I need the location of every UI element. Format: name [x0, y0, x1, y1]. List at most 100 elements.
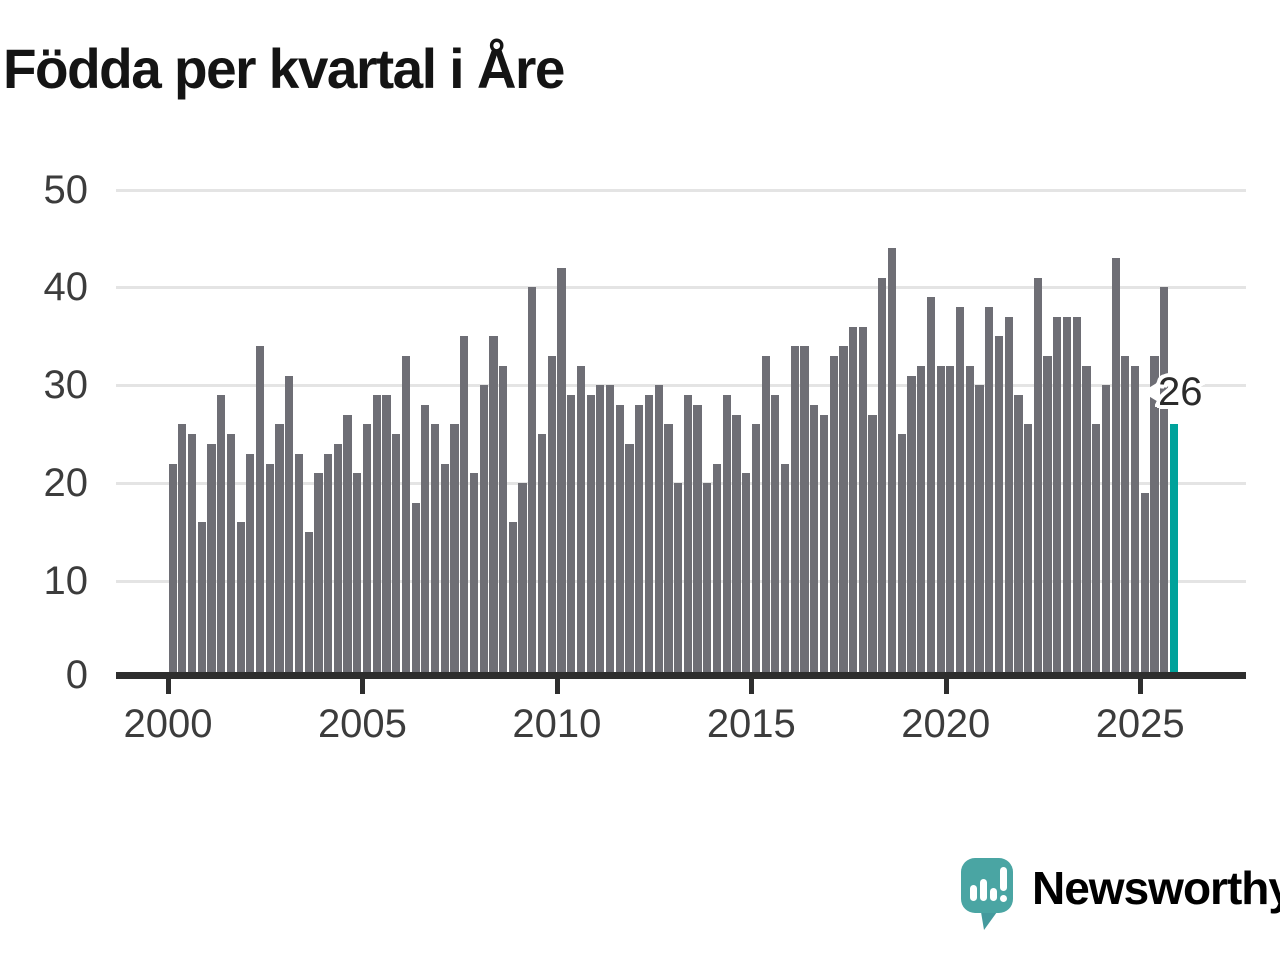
bar-2009Q3 [537, 434, 547, 678]
bar-2013Q3 [693, 404, 702, 678]
bar-2013Q4 [703, 483, 712, 678]
newsworthy-logo-icon [961, 858, 1013, 930]
bar-2013Q2 [683, 395, 692, 678]
bar-2013Q1 [674, 483, 683, 678]
bar-2012Q2 [644, 395, 654, 678]
bar-2007Q4 [469, 473, 479, 678]
gridline-y-30 [116, 384, 1246, 387]
bar-2015Q2 [761, 355, 770, 678]
latest-value-annotation: 26 [1158, 370, 1203, 414]
x-tick-label-2025: 2025 [1095, 702, 1185, 746]
bar-2024Q4 [1130, 365, 1140, 678]
bar-2016Q2 [800, 346, 809, 678]
bar-2003Q4 [314, 473, 323, 678]
bar-2022Q4 [1053, 316, 1062, 678]
bar-2017Q3 [849, 326, 858, 678]
x-tick-label-2005: 2005 [317, 702, 407, 746]
chart-title: Födda per kvartal i Åre [3, 37, 565, 100]
bar-2003Q1 [285, 375, 294, 678]
bar-2010Q2 [567, 395, 576, 678]
bar-2002Q2 [255, 346, 265, 678]
bar-2007Q3 [460, 336, 469, 678]
bar-2010Q4 [586, 395, 595, 678]
bar-2019Q2 [917, 365, 926, 678]
bar-2025Q1 [1140, 492, 1149, 678]
bar-2009Q1 [518, 483, 527, 678]
bar-2012Q3 [654, 385, 663, 678]
bar-2014Q3 [732, 414, 741, 678]
bar-2023Q4 [1092, 424, 1101, 678]
bar-2015Q1 [751, 424, 760, 678]
x-tick-2015 [749, 678, 755, 694]
bar-2024Q1 [1101, 385, 1110, 678]
bar-2011Q3 [615, 404, 624, 678]
bar-2021Q3 [1004, 316, 1013, 678]
bar-2020Q2 [955, 306, 965, 678]
bar-2016Q4 [819, 414, 829, 678]
bar-2008Q2 [489, 336, 498, 678]
x-tick-2020 [943, 678, 949, 694]
bar-2003Q2 [294, 453, 304, 678]
gridline-y-50 [116, 189, 1246, 192]
bar-2010Q3 [576, 365, 585, 678]
bar-2023Q2 [1072, 316, 1081, 678]
bar-2014Q1 [712, 463, 722, 678]
bar-2012Q4 [664, 424, 673, 678]
y-tick-label-30: 30 [43, 363, 89, 407]
bar-2001Q3 [226, 434, 236, 678]
bar-2022Q1 [1024, 424, 1033, 678]
bar-2019Q3 [926, 297, 935, 678]
bar-2009Q4 [547, 355, 556, 678]
bar-2011Q2 [605, 385, 615, 678]
bar-2019Q1 [907, 375, 916, 678]
bar-2019Q4 [936, 365, 945, 678]
bar-2016Q3 [810, 404, 819, 678]
bar-2017Q4 [858, 326, 867, 678]
bar-2006Q4 [430, 424, 440, 678]
bar-2008Q3 [499, 365, 508, 678]
bar-2008Q4 [508, 522, 517, 678]
bar-2014Q2 [722, 395, 731, 678]
bar-2004Q1 [324, 453, 333, 678]
bar-2014Q4 [742, 473, 751, 678]
bar-2005Q1 [362, 424, 372, 678]
bar-2004Q2 [333, 444, 342, 678]
bar-2016Q1 [790, 346, 799, 678]
bar-2004Q3 [343, 414, 352, 678]
bar-2008Q1 [479, 385, 488, 678]
bar-2024Q2 [1111, 258, 1120, 678]
bar-2004Q4 [353, 473, 362, 678]
y-tick-label-0: 0 [65, 653, 88, 697]
bar-2006Q1 [401, 355, 410, 678]
bar-2006Q2 [411, 502, 420, 678]
bar-2022Q3 [1043, 355, 1052, 678]
bar-2010Q1 [557, 267, 566, 678]
gridline-y-40 [116, 286, 1246, 289]
bar-2001Q2 [217, 395, 226, 678]
y-tick-label-40: 40 [43, 265, 89, 309]
bar-2005Q3 [382, 395, 391, 678]
bar-2002Q1 [246, 453, 255, 678]
bar-2017Q2 [839, 346, 848, 678]
bar-2007Q1 [440, 463, 449, 678]
bar-2025Q3 [1160, 287, 1169, 678]
bar-2020Q4 [975, 385, 984, 678]
bar-2002Q4 [275, 424, 284, 678]
bar-2002Q3 [265, 463, 274, 678]
bar-2023Q1 [1062, 316, 1072, 678]
bar-2000Q1 [168, 463, 177, 678]
bar-2006Q3 [421, 404, 430, 678]
bar-2015Q3 [771, 395, 780, 678]
bar-2018Q2 [878, 277, 887, 678]
brand-name: Newsworthy [1032, 862, 1280, 914]
x-tick-label-2020: 2020 [901, 702, 991, 746]
y-tick-label-50: 50 [43, 168, 89, 212]
bar-2015Q4 [780, 463, 790, 678]
x-tick-2005 [360, 678, 366, 694]
y-tick-label-10: 10 [43, 559, 89, 603]
bar-2021Q2 [994, 336, 1004, 678]
bar-2000Q2 [178, 424, 187, 678]
x-tick-label-2000: 2000 [123, 702, 213, 746]
bar-2021Q1 [985, 306, 994, 678]
